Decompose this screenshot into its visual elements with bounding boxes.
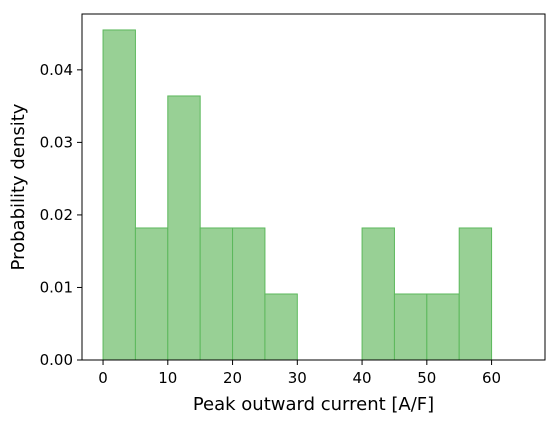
x-tick-label: 40 bbox=[353, 369, 372, 387]
y-axis-label: Probability density bbox=[8, 103, 29, 270]
x-tick-label: 30 bbox=[288, 369, 307, 387]
histogram-bar bbox=[167, 95, 201, 361]
y-tick-label: 0.03 bbox=[40, 133, 73, 151]
histogram-bar bbox=[393, 293, 428, 361]
x-tick-label: 0 bbox=[98, 369, 108, 387]
x-tick-label: 60 bbox=[482, 369, 501, 387]
histogram-bar bbox=[361, 227, 395, 361]
y-tick-label: 0.00 bbox=[40, 351, 73, 369]
x-tick-label: 20 bbox=[223, 369, 242, 387]
y-tick-label: 0.04 bbox=[40, 61, 73, 79]
y-tick-label: 0.02 bbox=[40, 206, 73, 224]
histogram-bar bbox=[134, 227, 169, 361]
x-axis: 0 10 20 30 40 50 60 bbox=[98, 360, 501, 387]
histogram-bar bbox=[102, 29, 136, 361]
plot-frame bbox=[81, 13, 546, 361]
histogram-bar bbox=[264, 293, 298, 361]
x-tick-label: 10 bbox=[158, 369, 177, 387]
histogram-bar bbox=[458, 227, 493, 361]
y-tick-label: 0.01 bbox=[40, 278, 73, 296]
x-tick-label: 50 bbox=[417, 369, 436, 387]
histogram-bar bbox=[232, 227, 266, 361]
bars-group bbox=[102, 29, 493, 361]
y-axis: 0.00 0.01 0.02 0.03 0.04 bbox=[40, 61, 82, 369]
x-axis-label: Peak outward current [A/F] bbox=[193, 394, 434, 415]
histogram-bar bbox=[426, 293, 460, 361]
histogram-bar bbox=[199, 227, 234, 361]
